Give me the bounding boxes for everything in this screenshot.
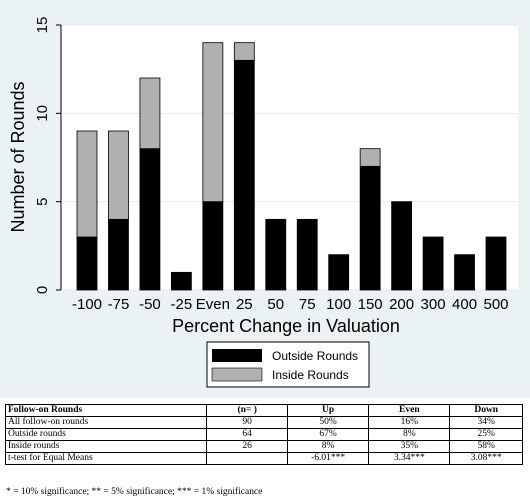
cell-up: 50% — [286, 416, 370, 429]
cell-up: 67% — [286, 428, 370, 441]
y-tick-label: 10 — [34, 105, 51, 122]
x-tick-label: 200 — [389, 296, 414, 313]
cell-even: 8% — [368, 428, 451, 441]
header-up: Up — [286, 404, 370, 417]
x-tick-label: 50 — [267, 296, 284, 313]
bar-inside — [202, 42, 224, 203]
chart-panel: 0 5 10 15 -100 -75 -50 -25 Even 25 50 75 100 150 200 3… — [0, 0, 530, 398]
table-row: All follow-on rounds 90 50% 16% 34% — [4, 416, 523, 429]
significance-footnote: * = 10% significance; ** = 5% significan… — [6, 487, 263, 497]
bar-outside — [359, 165, 381, 291]
header-even: Even — [368, 404, 451, 417]
bar-outside — [296, 218, 318, 291]
cell-up: -6.01*** — [286, 452, 370, 465]
cell-up: 8% — [286, 440, 370, 453]
row-label: All follow-on rounds — [4, 416, 208, 429]
x-tick-label: 150 — [358, 296, 383, 313]
bar-outside — [422, 236, 444, 291]
x-tick-label: -75 — [108, 296, 130, 313]
table-header-row: Follow-on Rounds (n= ) Up Even Down — [4, 404, 523, 417]
legend-swatch-outside — [212, 349, 262, 362]
bar-inside — [139, 77, 161, 150]
follow-on-rounds-table: Follow-on Rounds (n= ) Up Even Down All … — [4, 404, 523, 465]
cell-n: 90 — [206, 416, 288, 429]
bar-outside — [233, 59, 255, 291]
bar-outside — [485, 236, 507, 291]
row-label: t-test for Equal Means — [4, 452, 208, 465]
bar-outside — [108, 218, 129, 291]
bar-inside — [359, 148, 381, 167]
bar-outside — [76, 236, 98, 291]
x-axis-label: Percent Change in Valuation — [172, 316, 400, 336]
bar-inside — [108, 130, 129, 220]
bar-outside — [454, 254, 475, 291]
bar-outside — [391, 201, 413, 291]
x-tick-label: 400 — [452, 296, 477, 313]
x-tick-label: 500 — [483, 296, 508, 313]
bar-inside — [233, 42, 255, 61]
header-follow-on-rounds: Follow-on Rounds — [4, 404, 208, 417]
cell-even: 16% — [368, 416, 451, 429]
row-label: Inside rounds — [4, 440, 208, 453]
cell-down: 34% — [449, 416, 523, 429]
y-tick-label: 0 — [34, 286, 51, 294]
cell-down: 25% — [449, 428, 523, 441]
legend-label-outside: Outside Rounds — [272, 349, 358, 363]
x-tick-label: 75 — [299, 296, 316, 313]
bar-outside — [170, 271, 192, 291]
cell-even: 3.34*** — [368, 452, 451, 465]
y-tick-label: 15 — [34, 17, 51, 34]
x-tick-label: -50 — [139, 296, 161, 313]
cell-n — [206, 452, 288, 465]
legend: Outside Rounds Inside Rounds — [206, 341, 370, 388]
bar-inside — [76, 130, 98, 238]
x-tick-label: -100 — [72, 296, 102, 313]
bar-chart: 0 5 10 15 -100 -75 -50 -25 Even 25 50 75 100 150 200 3… — [8, 17, 518, 388]
bar-outside — [328, 254, 350, 291]
cell-down: 58% — [449, 440, 523, 453]
table-row: Inside rounds 26 8% 35% 58% — [4, 440, 523, 453]
plot-background — [61, 25, 518, 290]
row-label: Outside rounds — [4, 428, 208, 441]
bar-outside — [202, 201, 224, 291]
cell-n: 64 — [206, 428, 288, 441]
legend-swatch-inside — [211, 367, 263, 382]
table-row: Outside rounds 64 67% 8% 25% — [4, 428, 523, 441]
x-tick-label: -25 — [171, 296, 193, 313]
x-tick-label: 25 — [236, 296, 253, 313]
table-row: t-test for Equal Means -6.01*** 3.34*** … — [4, 452, 523, 465]
bar-outside — [265, 218, 287, 291]
header-n: (n= ) — [206, 404, 288, 417]
y-axis-label: Number of Rounds — [8, 81, 28, 232]
x-tick-label: Even — [196, 296, 230, 313]
cell-down: 3.08*** — [449, 452, 523, 465]
x-tick-label: 100 — [326, 296, 351, 313]
cell-n: 26 — [206, 440, 288, 453]
bar-outside — [139, 148, 161, 291]
cell-even: 35% — [368, 440, 451, 453]
y-tick-label: 5 — [34, 197, 51, 205]
x-tick-label: 300 — [421, 296, 446, 313]
legend-label-inside: Inside Rounds — [272, 368, 349, 382]
header-down: Down — [449, 404, 523, 417]
